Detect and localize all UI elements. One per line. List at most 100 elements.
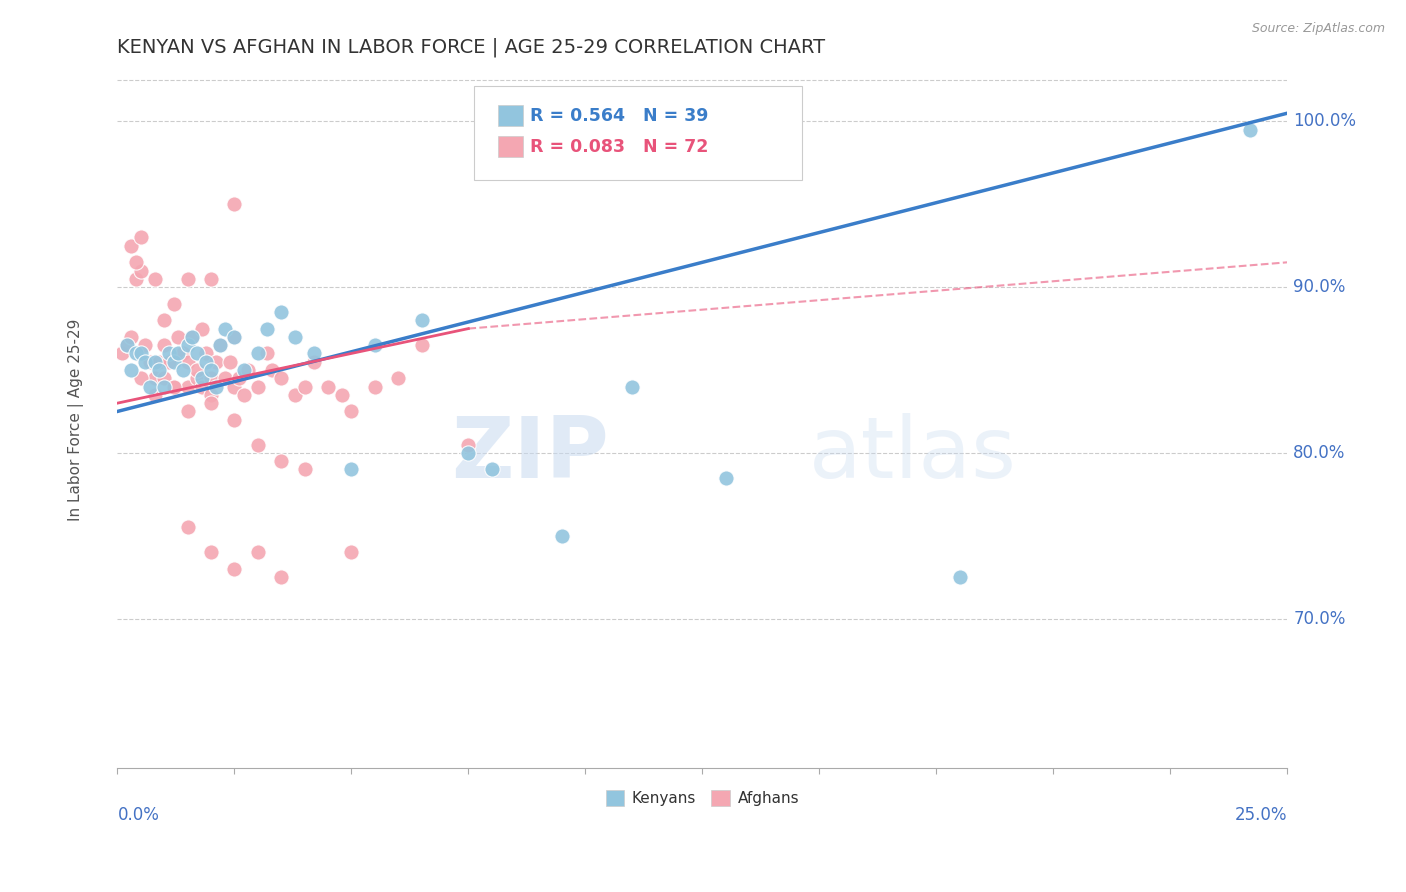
Point (200, 363, 222, 377)
Point (457, 437, 479, 451)
Point (200, 272, 222, 286)
Point (294, 462, 316, 476)
Point (148, 355, 170, 369)
Point (181, 330, 204, 344)
Point (256, 346, 278, 360)
Point (143, 371, 166, 385)
Point (200, 396, 222, 410)
Point (111, 346, 134, 360)
Point (125, 346, 148, 360)
Point (1239, 122, 1261, 136)
Point (270, 454, 292, 468)
Point (200, 388, 222, 402)
Point (186, 363, 208, 377)
Point (204, 355, 226, 369)
Point (143, 272, 166, 286)
Text: In Labor Force | Age 25-29: In Labor Force | Age 25-29 (69, 318, 84, 521)
Point (284, 330, 307, 344)
Point (209, 338, 232, 352)
Text: 25.0%: 25.0% (1234, 806, 1288, 824)
Text: atlas: atlas (808, 413, 1017, 496)
Point (200, 545, 222, 559)
Point (238, 363, 260, 377)
Point (284, 388, 307, 402)
Point (120, 238, 142, 252)
Point (224, 197, 246, 211)
Point (176, 338, 198, 352)
Point (162, 379, 184, 393)
Point (162, 355, 184, 369)
Point (232, 388, 254, 402)
Point (167, 330, 190, 344)
Point (200, 371, 222, 385)
Point (129, 263, 152, 277)
FancyBboxPatch shape (498, 105, 523, 126)
Point (120, 330, 142, 344)
Point (157, 355, 180, 369)
Point (621, 379, 644, 393)
Point (224, 379, 246, 393)
Point (232, 363, 254, 377)
Point (270, 570, 292, 584)
Point (224, 330, 246, 344)
Point (115, 338, 138, 352)
Point (125, 255, 148, 269)
Point (387, 371, 409, 385)
Point (246, 346, 269, 360)
Point (411, 338, 433, 352)
Point (153, 338, 176, 352)
Text: R = 0.083   N = 72: R = 0.083 N = 72 (530, 138, 709, 156)
Point (125, 272, 148, 286)
Text: KENYAN VS AFGHAN IN LABOR FORCE | AGE 25-29 CORRELATION CHART: KENYAN VS AFGHAN IN LABOR FORCE | AGE 25… (117, 37, 825, 57)
Point (139, 379, 162, 393)
Point (162, 297, 184, 311)
Point (176, 379, 198, 393)
Point (139, 355, 162, 369)
Point (176, 355, 198, 369)
Point (364, 379, 387, 393)
Point (186, 346, 208, 360)
Point (134, 355, 156, 369)
Text: 70.0%: 70.0% (1294, 609, 1346, 628)
Point (481, 462, 503, 476)
Point (195, 355, 218, 369)
Text: ZIP: ZIP (451, 413, 609, 496)
Point (153, 379, 176, 393)
Text: 100.0%: 100.0% (1294, 112, 1357, 130)
Text: R = 0.564   N = 39: R = 0.564 N = 39 (530, 106, 709, 125)
Text: 0.0%: 0.0% (117, 806, 159, 824)
Point (270, 371, 292, 385)
Text: 90.0%: 90.0% (1294, 278, 1346, 296)
Point (228, 371, 250, 385)
FancyBboxPatch shape (498, 136, 523, 157)
Point (302, 346, 325, 360)
Point (316, 379, 339, 393)
Point (148, 363, 170, 377)
Point (246, 437, 269, 451)
Point (143, 388, 166, 402)
Point (214, 371, 236, 385)
Text: Source: ZipAtlas.com: Source: ZipAtlas.com (1251, 22, 1385, 36)
Point (340, 404, 363, 418)
Point (224, 330, 246, 344)
FancyBboxPatch shape (474, 86, 801, 179)
Point (209, 338, 232, 352)
Point (364, 338, 387, 352)
Point (411, 313, 433, 327)
Point (172, 346, 194, 360)
Point (153, 371, 176, 385)
Point (195, 346, 218, 360)
Point (120, 363, 142, 377)
Point (302, 355, 325, 369)
Legend: Kenyans, Afghans: Kenyans, Afghans (600, 784, 806, 813)
Point (190, 371, 212, 385)
Point (551, 529, 574, 543)
Point (218, 355, 240, 369)
Point (190, 321, 212, 335)
Point (167, 346, 190, 360)
Point (714, 471, 737, 485)
Point (129, 230, 152, 244)
Point (143, 355, 166, 369)
Point (181, 330, 204, 344)
Point (176, 520, 198, 534)
